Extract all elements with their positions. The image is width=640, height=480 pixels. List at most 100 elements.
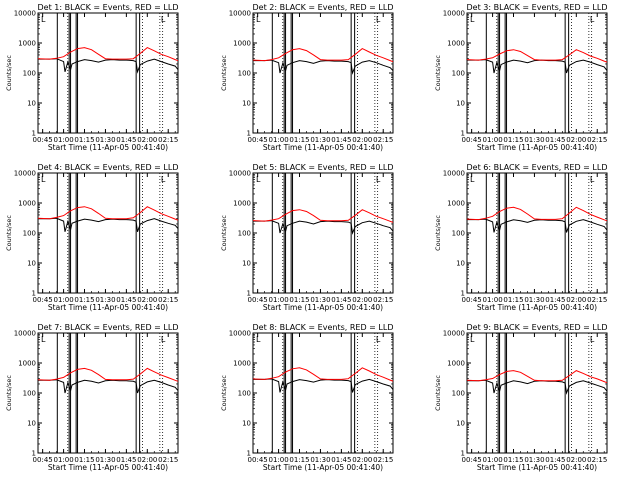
x-tick-label: 00:45	[248, 296, 268, 304]
x-tick-label: 01:30	[524, 456, 544, 464]
panel-title: Det 9: BLACK = Events, RED = LLD	[467, 323, 608, 332]
y-tick-label: 10	[27, 260, 36, 268]
y-tick-label: 1	[461, 130, 465, 138]
x-tick-label: 01:00	[482, 456, 502, 464]
series-line-events	[467, 59, 608, 74]
x-tick-label: 01:30	[524, 136, 544, 144]
series-line-lld	[466, 206, 608, 222]
x-tick-label: 02:00	[566, 296, 586, 304]
y-tick-label: 1	[247, 290, 251, 298]
y-tick-label: 10	[242, 420, 251, 428]
x-tick-label: 00:45	[248, 456, 268, 464]
series-line-lld	[37, 206, 179, 221]
x-axis-label: Start Time (11-Apr-05 00:41:40)	[263, 463, 383, 472]
series-line-events	[467, 218, 608, 233]
y-axis-label: Counts/sec	[220, 55, 228, 91]
x-tick-label: 00:45	[462, 136, 482, 144]
y-tick-label: 100	[23, 390, 36, 398]
series-line-events	[38, 379, 179, 394]
x-tick-label: 01:15	[503, 136, 523, 144]
y-tick-label: 10000	[443, 330, 465, 338]
x-tick-label: 02:15	[587, 136, 607, 144]
detector-panel: Det 1: BLACK = Events, RED = LLD Counts/s…	[5, 3, 179, 152]
plot-frame	[252, 12, 394, 134]
x-tick-label: 01:00	[53, 136, 73, 144]
y-tick-label: 10	[27, 420, 36, 428]
detector-panel: Det 6: BLACK = Events, RED = LLD Counts/s…	[434, 163, 608, 312]
series-line-lld	[252, 367, 394, 382]
x-tick-label: 01:45	[116, 456, 136, 464]
plot-frame	[37, 332, 179, 454]
flag-label: L	[590, 15, 595, 24]
y-tick-label: 100	[452, 70, 465, 78]
y-tick-label: 1000	[18, 40, 36, 48]
flag-label: L	[161, 335, 166, 344]
y-tick-label: 1	[247, 130, 251, 138]
series-line-events	[467, 379, 608, 395]
panel-title: Det 5: BLACK = Events, RED = LLD	[253, 163, 394, 172]
y-tick-label: 1000	[233, 200, 251, 208]
x-tick-label: 01:15	[503, 296, 523, 304]
series-line-events	[253, 220, 394, 235]
x-tick-label: 01:30	[310, 136, 330, 144]
panel-title: Det 6: BLACK = Events, RED = LLD	[467, 163, 608, 172]
x-tick-label: 01:00	[268, 136, 288, 144]
y-tick-label: 10	[242, 260, 251, 268]
y-tick-label: 1	[32, 130, 36, 138]
y-axis-label: Counts/sec	[434, 55, 442, 91]
x-tick-label: 01:45	[116, 136, 136, 144]
series-line-events	[38, 58, 179, 74]
series-line-events	[253, 378, 394, 393]
series-line-events	[38, 217, 179, 232]
y-tick-label: 100	[23, 230, 36, 238]
y-tick-label: 1000	[447, 360, 465, 368]
y-tick-label: 1	[461, 450, 465, 458]
flag-label: L	[41, 175, 46, 184]
y-tick-label: 100	[238, 230, 251, 238]
x-tick-label: 02:00	[137, 296, 157, 304]
x-tick-label: 00:45	[248, 136, 268, 144]
flag-label: L	[376, 175, 381, 184]
y-tick-label: 1	[32, 290, 36, 298]
y-tick-label: 1000	[233, 360, 251, 368]
x-tick-label: 01:15	[289, 136, 309, 144]
x-tick-label: 01:00	[268, 296, 288, 304]
x-tick-label: 01:45	[331, 136, 351, 144]
x-tick-label: 01:30	[95, 456, 115, 464]
x-tick-label: 00:45	[462, 296, 482, 304]
panel-title: Det 2: BLACK = Events, RED = LLD	[253, 3, 394, 12]
y-tick-label: 100	[238, 390, 251, 398]
x-tick-label: 02:00	[566, 136, 586, 144]
y-tick-label: 100	[23, 70, 36, 78]
plot-frame	[37, 12, 179, 134]
panel-title: Det 3: BLACK = Events, RED = LLD	[467, 3, 608, 12]
series-line-lld	[466, 49, 608, 63]
y-tick-label: 1000	[233, 40, 251, 48]
x-tick-label: 01:00	[482, 296, 502, 304]
y-axis-label: Counts/sec	[220, 215, 228, 251]
x-tick-label: 02:15	[373, 136, 393, 144]
panel-title: Det 7: BLACK = Events, RED = LLD	[38, 323, 179, 332]
x-axis-label: Start Time (11-Apr-05 00:41:40)	[48, 463, 168, 472]
x-tick-label: 02:00	[137, 456, 157, 464]
y-tick-label: 1	[247, 450, 251, 458]
flag-label: L	[470, 175, 475, 184]
x-tick-label: 01:45	[116, 296, 136, 304]
plot-frame	[466, 12, 608, 134]
x-tick-label: 00:45	[462, 456, 482, 464]
x-tick-label: 02:00	[352, 296, 372, 304]
x-tick-label: 00:45	[33, 296, 53, 304]
flag-label: L	[161, 15, 166, 24]
x-tick-label: 01:30	[95, 136, 115, 144]
y-tick-label: 10000	[443, 10, 465, 18]
y-tick-label: 10000	[14, 10, 36, 18]
x-tick-label: 02:15	[158, 456, 178, 464]
x-axis-label: Start Time (11-Apr-05 00:41:40)	[263, 143, 383, 152]
flag-label: L	[376, 335, 381, 344]
x-tick-label: 02:15	[158, 136, 178, 144]
x-tick-label: 01:00	[53, 456, 73, 464]
y-tick-label: 10	[456, 100, 465, 108]
flag-label: L	[256, 335, 261, 344]
detector-panel: Det 5: BLACK = Events, RED = LLD Counts/s…	[220, 163, 394, 312]
